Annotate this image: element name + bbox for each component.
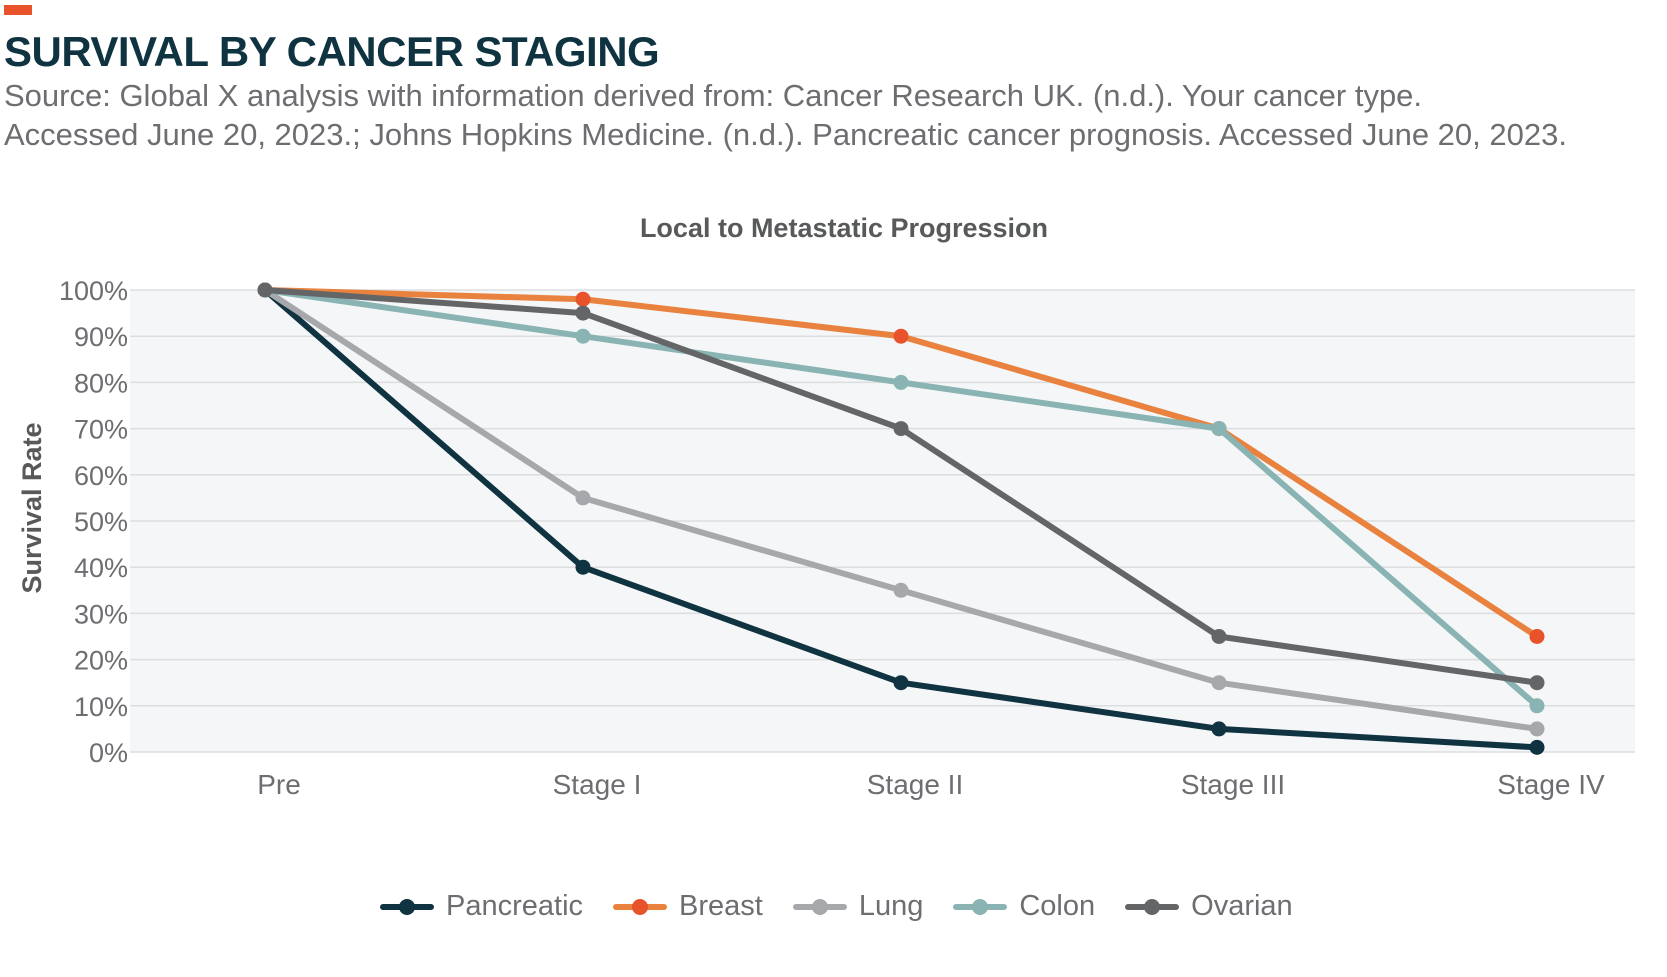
data-point-lung [893, 582, 909, 598]
y-tick-label: 90% [74, 322, 128, 352]
data-point-lung [1211, 675, 1227, 691]
data-point-ovarian [893, 421, 909, 437]
data-point-pancreatic [1211, 721, 1227, 737]
legend-swatch-lung [792, 898, 847, 915]
legend-swatch-ovarian [1125, 898, 1180, 915]
y-tick-label: 50% [74, 507, 128, 537]
legend-swatch-pancreatic [380, 898, 434, 915]
legend-label-pancreatic: Pancreatic [446, 890, 584, 922]
data-point-colon [1529, 698, 1545, 714]
y-tick-label: 70% [74, 415, 128, 445]
legend-swatch-breast [613, 898, 668, 915]
legend-item-breast: Breast [613, 890, 763, 923]
data-point-pancreatic [893, 675, 909, 691]
legend-marker-lung [811, 898, 828, 915]
series-lines [257, 282, 1545, 755]
source-line-2: Accessed June 20, 2023.; Johns Hopkins M… [4, 117, 1567, 152]
data-point-pancreatic [1529, 739, 1545, 755]
x-tick-labels: Pre Stage I Stage II Stage III Stage IV [257, 769, 1605, 800]
y-tick-label: 10% [74, 692, 128, 722]
data-point-lung [1529, 721, 1545, 737]
legend-label-lung: Lung [858, 890, 924, 922]
y-tick-label: 30% [74, 599, 128, 629]
accent-bar [4, 5, 32, 15]
data-point-colon [893, 374, 909, 390]
x-tick-label: Stage II [867, 769, 964, 800]
x-tick-label: Stage I [553, 769, 642, 800]
legend-label-breast: Breast [679, 890, 763, 922]
y-tick-label: 20% [74, 646, 128, 676]
series-lung [257, 282, 1545, 737]
legend-marker-pancreatic [399, 898, 415, 915]
x-tick-label: Pre [257, 769, 301, 800]
series-colon [257, 282, 1545, 714]
legend-item-pancreatic: Pancreatic [380, 890, 583, 923]
legend-label-ovarian: Ovarian [1191, 890, 1293, 922]
source-line-1: Source: Global X analysis with informati… [4, 78, 1423, 113]
y-tick-label: 0% [89, 738, 128, 768]
data-point-ovarian [1211, 629, 1227, 644]
legend-marker-breast [632, 898, 649, 915]
legend-swatch-colon [953, 898, 1008, 915]
legend-marker-ovarian [1144, 898, 1161, 915]
data-point-lung [575, 490, 591, 506]
data-point-pancreatic [575, 559, 591, 575]
data-point-ovarian [575, 305, 591, 321]
y-tick-label: 100% [59, 276, 128, 306]
x-tick-label: Stage III [1181, 769, 1285, 800]
legend-item-lung: Lung [792, 890, 924, 923]
y-tick-label: 40% [74, 553, 128, 583]
legend: Pancreatic Breast Lung Colon Ovarian [380, 890, 1293, 923]
legend-item-ovarian: Ovarian [1125, 890, 1293, 923]
legend-marker-colon [972, 898, 989, 915]
data-point-colon [1211, 421, 1227, 437]
x-tick-label: Stage IV [1497, 769, 1605, 800]
series-ovarian [257, 282, 1545, 691]
chart-title: SURVIVAL BY CANCER STAGING [4, 28, 660, 75]
data-point-colon [575, 328, 591, 344]
plot-title: Local to Metastatic Progression [640, 213, 1048, 243]
data-point-breast [893, 328, 909, 344]
legend-item-colon: Colon [953, 890, 1095, 923]
y-axis-label: Survival Rate [17, 422, 47, 593]
y-tick-labels: 0% 10% 20% 30% 40% 50% 60% 70% 80% 90% 100% [59, 276, 128, 768]
y-tick-label: 60% [74, 461, 128, 491]
source-note: Source: Global X analysis with informati… [4, 76, 1644, 154]
data-point-breast [575, 291, 591, 307]
legend-label-colon: Colon [1019, 890, 1096, 922]
y-tick-label: 80% [74, 368, 128, 398]
data-point-breast [1529, 629, 1545, 644]
data-point-ovarian [1529, 675, 1545, 691]
data-point-ovarian [257, 282, 273, 298]
